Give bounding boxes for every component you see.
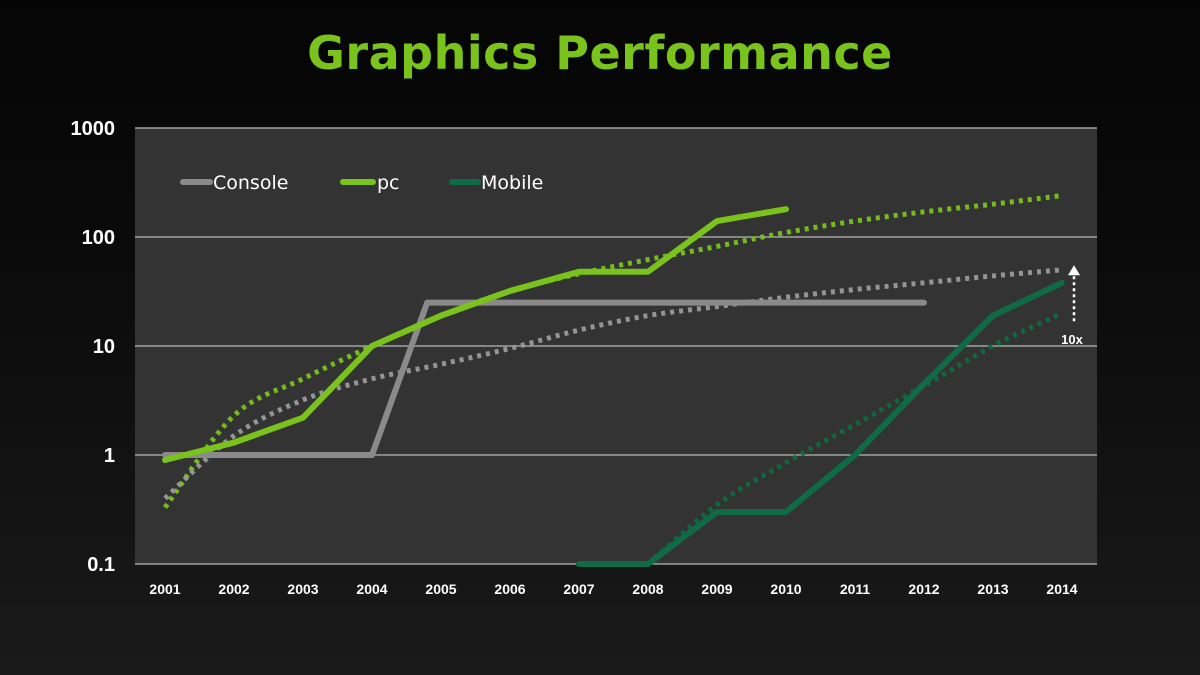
x-tick-label: 2009 [701, 581, 732, 597]
x-tick-label: 2012 [908, 581, 939, 597]
legend-label: Mobile [481, 172, 543, 194]
chart-legend: Console pc Mobile [180, 172, 543, 194]
trendline-mobile [646, 310, 1064, 566]
x-tick-label: 2010 [770, 581, 801, 597]
trendlines [163, 193, 1064, 566]
x-tick-label: 2013 [977, 581, 1008, 597]
legend-item-console: Console [180, 172, 288, 194]
x-tick-label: 2003 [287, 581, 318, 597]
y-tick-label: 10 [93, 336, 115, 358]
x-tick-label: 2005 [425, 581, 456, 597]
x-tick-label: 2014 [1046, 581, 1077, 597]
legend-label: Console [213, 172, 288, 194]
series-line-mobile [576, 279, 1065, 567]
legend-item-mobile: Mobile [449, 172, 543, 194]
y-tick-label: 1000 [71, 118, 116, 140]
y-tick-label: 0.1 [87, 554, 115, 576]
y-tick-label: 100 [82, 227, 115, 249]
x-tick-label: 2006 [494, 581, 525, 597]
annotation-label: 10x [1061, 332, 1083, 347]
legend-item-pc: pc [340, 172, 400, 194]
y-tick-label: 1 [104, 445, 115, 467]
x-tick-label: 2011 [840, 581, 871, 597]
y-axis-ticks: 0.1 1 10 100 1000 [71, 118, 116, 576]
x-tick-label: 2007 [563, 581, 594, 597]
legend-label: pc [377, 172, 400, 194]
x-tick-label: 2002 [218, 581, 249, 597]
series-line-console [162, 299, 927, 458]
x-tick-label: 2004 [356, 581, 387, 597]
x-axis-ticks: 2001 2002 2003 2004 2005 2006 2007 2008 2009 2010… [149, 581, 1077, 597]
trendline-console [163, 267, 1063, 501]
annotation-arrow-head [1068, 265, 1080, 276]
annotations: 10x [1061, 265, 1084, 347]
series-line-pc [162, 206, 789, 463]
x-tick-label: 2008 [632, 581, 663, 597]
series-lines [162, 206, 1065, 567]
x-tick-label: 2001 [149, 581, 180, 597]
trendline-pc [163, 193, 1063, 509]
slide-title: Graphics Performance [307, 26, 893, 80]
